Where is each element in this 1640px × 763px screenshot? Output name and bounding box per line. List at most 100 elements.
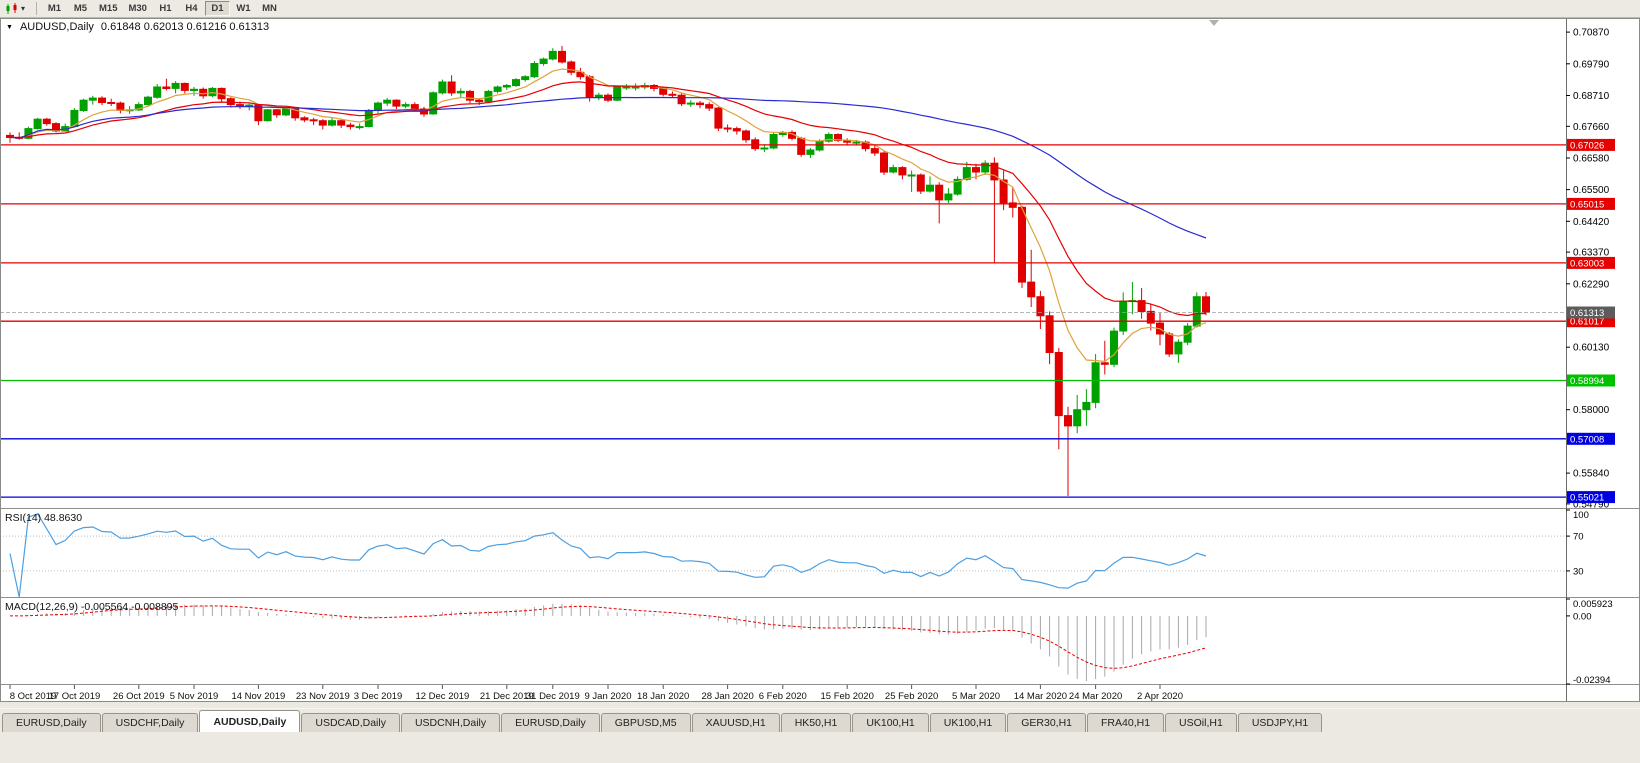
timeframe-button-h1[interactable]: H1 bbox=[159, 3, 172, 14]
chart-tab-eurusd-daily[interactable]: EURUSD,Daily bbox=[501, 713, 600, 732]
chart-ohlc-values: 0.61848 0.62013 0.61216 0.61313 bbox=[100, 21, 270, 33]
date-tick-label: 24 Mar 2020 bbox=[1069, 691, 1122, 702]
candle-up bbox=[1091, 362, 1100, 403]
timeframe-button-m15[interactable]: M15 bbox=[99, 3, 118, 14]
candle-up bbox=[134, 104, 143, 111]
candle-down bbox=[668, 93, 677, 96]
hline-price-tag-label: 0.58994 bbox=[1570, 376, 1604, 387]
candle-up bbox=[953, 178, 962, 195]
current-price-tag bbox=[1567, 306, 1615, 319]
date-tick-label: 17 Oct 2019 bbox=[49, 691, 101, 702]
chart-tab-usdjpy-h1[interactable]: USDJPY,H1 bbox=[1237, 713, 1323, 732]
candle-down bbox=[199, 88, 208, 97]
candle-up bbox=[245, 104, 254, 107]
candle-up bbox=[355, 126, 364, 129]
one-click-trading-arrow-icon[interactable]: ▼ bbox=[6, 23, 13, 31]
candle-up bbox=[521, 76, 530, 81]
chart-tab-usdchf-daily[interactable]: USDCHF,Daily bbox=[101, 713, 199, 732]
candle-down bbox=[742, 130, 750, 141]
candle-down bbox=[558, 50, 566, 63]
chart-symbol-label: AUDUSD,Daily bbox=[19, 21, 94, 33]
timeframe-button-h4[interactable]: H4 bbox=[185, 3, 198, 14]
hline-price-tag-label: 0.57008 bbox=[1570, 434, 1604, 445]
chart-shift-marker-icon[interactable] bbox=[1209, 20, 1219, 26]
chart-tab-eurusd-daily[interactable]: EURUSD,Daily bbox=[2, 713, 101, 732]
price-axis[interactable]: 0.70870 0.69790 0.68710 0.67660 0.66580 0.655… bbox=[1566, 18, 1615, 702]
candle-up bbox=[907, 174, 916, 177]
candle-up bbox=[328, 120, 336, 126]
candle-down bbox=[567, 61, 576, 73]
macd-tick-label: 0.00 bbox=[1573, 611, 1592, 622]
candle-down bbox=[916, 174, 925, 192]
candle-up bbox=[622, 86, 631, 89]
chart-tab-uk100-h1[interactable]: UK100,H1 bbox=[929, 713, 1007, 732]
status-strip bbox=[0, 732, 1640, 763]
date-tick-label: 28 Jan 2020 bbox=[701, 691, 753, 702]
candle-up bbox=[944, 193, 953, 201]
timeframe-button-m1[interactable]: M1 bbox=[47, 3, 62, 14]
date-tick-label: 18 Jan 2020 bbox=[637, 691, 689, 702]
candle-down bbox=[272, 109, 281, 116]
candle-up bbox=[79, 99, 88, 111]
candle-down bbox=[42, 118, 51, 125]
candle-up bbox=[438, 81, 447, 94]
candle-up bbox=[962, 167, 971, 180]
chart-tab-fra40-h1[interactable]: FRA40,H1 bbox=[1087, 713, 1165, 732]
hline-price-tag bbox=[1567, 432, 1615, 445]
candle-up bbox=[374, 102, 382, 111]
candle-up bbox=[33, 118, 42, 130]
hline-price-tag-label: 0.67026 bbox=[1570, 140, 1604, 151]
candle-up bbox=[760, 147, 769, 150]
timeframe-button-m5[interactable]: M5 bbox=[73, 3, 88, 14]
candle-down bbox=[732, 128, 741, 132]
timeframe-button-mn[interactable]: MN bbox=[262, 3, 277, 14]
hline-price-tag bbox=[1567, 491, 1615, 504]
candle-down bbox=[751, 139, 760, 150]
timeframe-button-w1[interactable]: W1 bbox=[236, 3, 251, 14]
date-tick-label: 6 Feb 2020 bbox=[759, 691, 807, 702]
date-tick-label: 23 Nov 2019 bbox=[296, 691, 350, 702]
chart-tab-usdcad-daily[interactable]: USDCAD,Daily bbox=[301, 713, 400, 732]
date-tick-label: 5 Nov 2019 bbox=[170, 691, 219, 702]
chart-tab-gbpusd-m5[interactable]: GBPUSD,M5 bbox=[600, 713, 691, 732]
candle-down bbox=[714, 107, 723, 129]
chart-tab-ger30-h1[interactable]: GER30,H1 bbox=[1007, 713, 1087, 732]
rsi-indicator-label: RSI(14) 48.8630 bbox=[5, 512, 83, 524]
chart-tab-xauusd-h1[interactable]: XAUUSD,H1 bbox=[691, 713, 780, 732]
candle-down bbox=[1100, 362, 1109, 365]
chart-tab-usdcnh-daily[interactable]: USDCNH,Daily bbox=[400, 713, 501, 732]
timeframe-button-m30[interactable]: M30 bbox=[128, 3, 147, 14]
chart-canvas[interactable]: 0.70870 0.69790 0.68710 0.67660 0.66580 0.655… bbox=[0, 18, 1640, 702]
macd-indicator-label: MACD(12,26,9) -0.005564 -0.008895 bbox=[5, 601, 179, 613]
candle-up bbox=[456, 90, 465, 94]
dropdown-caret-icon[interactable]: ▾ bbox=[21, 4, 26, 13]
candle-down bbox=[309, 119, 318, 122]
hline-price-tag-label: 0.65015 bbox=[1570, 199, 1604, 210]
timeframe-toolbar: ▾ M1 M5 M15 M30 H1 H4 D1 W1 MN bbox=[0, 0, 1640, 18]
candle-up bbox=[1073, 409, 1082, 427]
chart-tab-audusd-daily[interactable]: AUDUSD,Daily bbox=[199, 710, 301, 732]
candle-up bbox=[631, 86, 640, 89]
candle-up bbox=[383, 99, 392, 104]
date-tick-label: 3 Dec 2019 bbox=[354, 691, 403, 702]
candle-down bbox=[1045, 315, 1054, 353]
chart-type-icon[interactable] bbox=[3, 1, 21, 16]
chart-background bbox=[0, 18, 1640, 702]
horizontal-lines-layer[interactable] bbox=[0, 144, 1566, 498]
chart-header: ▼ AUDUSD,Daily 0.61848 0.62013 0.61216 0… bbox=[6, 21, 269, 33]
candle-up bbox=[852, 141, 861, 144]
candle-up bbox=[926, 184, 934, 192]
candle-down bbox=[797, 137, 806, 155]
toolbar-separator bbox=[36, 2, 37, 15]
timeframe-button-d1[interactable]: D1 bbox=[204, 1, 230, 16]
date-tick-label: 8 Oct 2019 bbox=[10, 691, 56, 702]
chart-tab-hk50-h1[interactable]: HK50,H1 bbox=[780, 713, 852, 732]
chart-tab-usoil-h1[interactable]: USOil,H1 bbox=[1165, 713, 1237, 732]
chart-tab-uk100-h1[interactable]: UK100,H1 bbox=[852, 713, 929, 732]
candle-up bbox=[530, 63, 539, 78]
candle-up bbox=[429, 92, 438, 115]
chart-window: 0.70870 0.69790 0.68710 0.67660 0.66580 0.655… bbox=[0, 18, 1640, 702]
candle-up bbox=[493, 86, 502, 92]
date-tick-label: 26 Oct 2019 bbox=[113, 691, 165, 702]
